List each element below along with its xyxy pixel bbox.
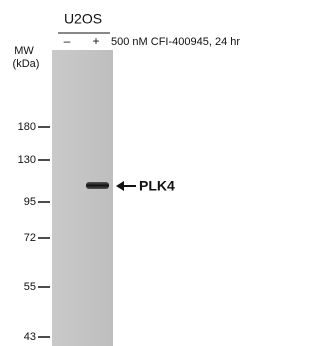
treatment: 500 nM CFI-400945, 24 hr xyxy=(111,36,240,48)
marker-label: 55 xyxy=(24,281,36,293)
gel xyxy=(52,50,113,346)
marker-label: 180 xyxy=(18,121,36,133)
band xyxy=(86,182,109,189)
arrow-head xyxy=(116,181,124,191)
mw-title: MW xyxy=(14,45,34,57)
marker-label: 95 xyxy=(24,196,36,208)
cell-line: U2OS xyxy=(64,11,102,27)
blot-figure: U2OS – + 500 nM CFI-400945, 24 hr MW (kD… xyxy=(0,0,266,346)
mw-unit: (kDa) xyxy=(13,58,40,70)
marker-label: 43 xyxy=(24,331,36,343)
lane-label: – xyxy=(64,34,71,48)
marker-label: 72 xyxy=(24,232,36,244)
lane-label: + xyxy=(92,34,99,48)
marker-label: 130 xyxy=(18,154,36,166)
band-label: PLK4 xyxy=(139,178,175,194)
markers: 180 130 95 72 55 43 xyxy=(18,121,50,343)
